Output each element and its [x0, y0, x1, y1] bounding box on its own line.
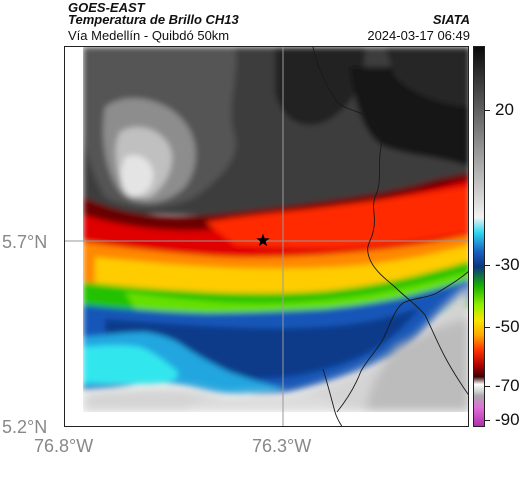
- product-title: Temperatura de Brillo CH13: [68, 12, 239, 27]
- colorbar-label: -30: [495, 255, 520, 274]
- boundary-line: [312, 47, 468, 395]
- colorbar-label: -70: [495, 376, 520, 395]
- colorbar-label: 20: [495, 100, 514, 119]
- colorbar-label: -90: [495, 410, 520, 429]
- colorbar: [473, 46, 485, 427]
- colorbar-tick: [485, 265, 490, 266]
- organization-label: SIATA: [432, 12, 470, 27]
- lat-label: 5.7°N: [2, 232, 48, 252]
- map-canvas: [65, 47, 468, 426]
- route-subtitle: Vía Medellín - Quibdó 50km: [68, 28, 230, 43]
- star-icon: [256, 233, 270, 247]
- timestamp-label: 2024-03-17 06:49: [367, 28, 470, 43]
- colorbar-tick: [485, 386, 490, 387]
- boundary-line: [336, 271, 468, 413]
- colorbar-label: -50: [495, 317, 520, 336]
- lat-label: 5.2°N: [2, 417, 48, 437]
- lon-label: 76.8°W: [34, 436, 94, 456]
- satellite-title: GOES-EAST: [68, 0, 145, 15]
- colorbar-tick: [485, 420, 490, 421]
- colorbar-tick: [485, 327, 490, 328]
- brightness-temperature-map: [64, 46, 469, 427]
- lon-label: 76.3°W: [252, 436, 312, 456]
- colorbar-tick: [485, 110, 490, 111]
- boundary-line: [322, 368, 343, 426]
